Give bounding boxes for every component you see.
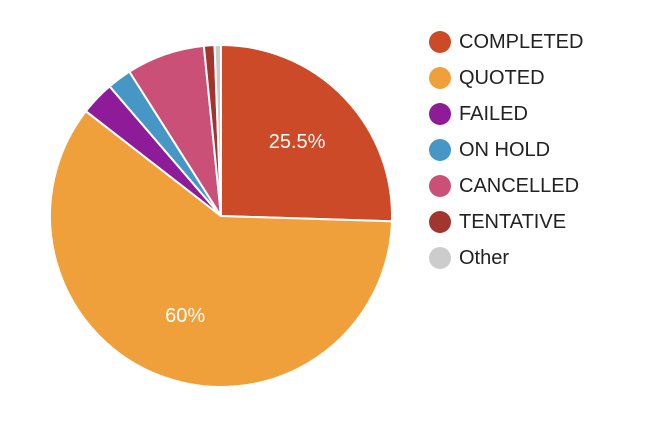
- legend-label-tentative: TENTATIVE: [459, 211, 566, 233]
- legend-item-failed[interactable]: FAILED: [429, 103, 528, 125]
- legend-swatch-on-hold: [429, 139, 451, 161]
- data-label-quoted: 60%: [165, 305, 205, 327]
- legend-label-failed: FAILED: [459, 103, 528, 125]
- legend-item-other[interactable]: Other: [429, 247, 509, 269]
- legend-label-other: Other: [459, 247, 509, 269]
- legend-swatch-completed: [429, 31, 451, 53]
- legend-item-on-hold[interactable]: ON HOLD: [429, 139, 550, 161]
- legend-item-cancelled[interactable]: CANCELLED: [429, 175, 579, 197]
- legend-swatch-quoted: [429, 67, 451, 89]
- legend-label-quoted: QUOTED: [459, 67, 545, 89]
- legend-label-on-hold: ON HOLD: [459, 139, 550, 161]
- legend-swatch-tentative: [429, 211, 451, 233]
- pie-slices: [49, 43, 393, 388]
- pie-data-labels: 25.5% 60%: [165, 131, 326, 327]
- legend-item-quoted[interactable]: QUOTED: [429, 67, 545, 89]
- pie-slice-other[interactable]: [213, 43, 222, 217]
- legend-swatch-cancelled: [429, 175, 451, 197]
- pie-slice-quoted[interactable]: [49, 110, 393, 388]
- legend-item-completed[interactable]: COMPLETED: [429, 31, 583, 53]
- legend-item-tentative[interactable]: TENTATIVE: [429, 211, 566, 233]
- legend-swatch-failed: [429, 103, 451, 125]
- data-label-completed: 25.5%: [269, 131, 326, 153]
- legend-swatch-other: [429, 247, 451, 269]
- legend-label-completed: COMPLETED: [459, 31, 583, 53]
- legend-label-cancelled: CANCELLED: [459, 175, 579, 197]
- pie-slice-completed[interactable]: [220, 44, 393, 223]
- legend: COMPLETED QUOTED FAILED ON HOLD CANCELLED TEN…: [429, 31, 583, 269]
